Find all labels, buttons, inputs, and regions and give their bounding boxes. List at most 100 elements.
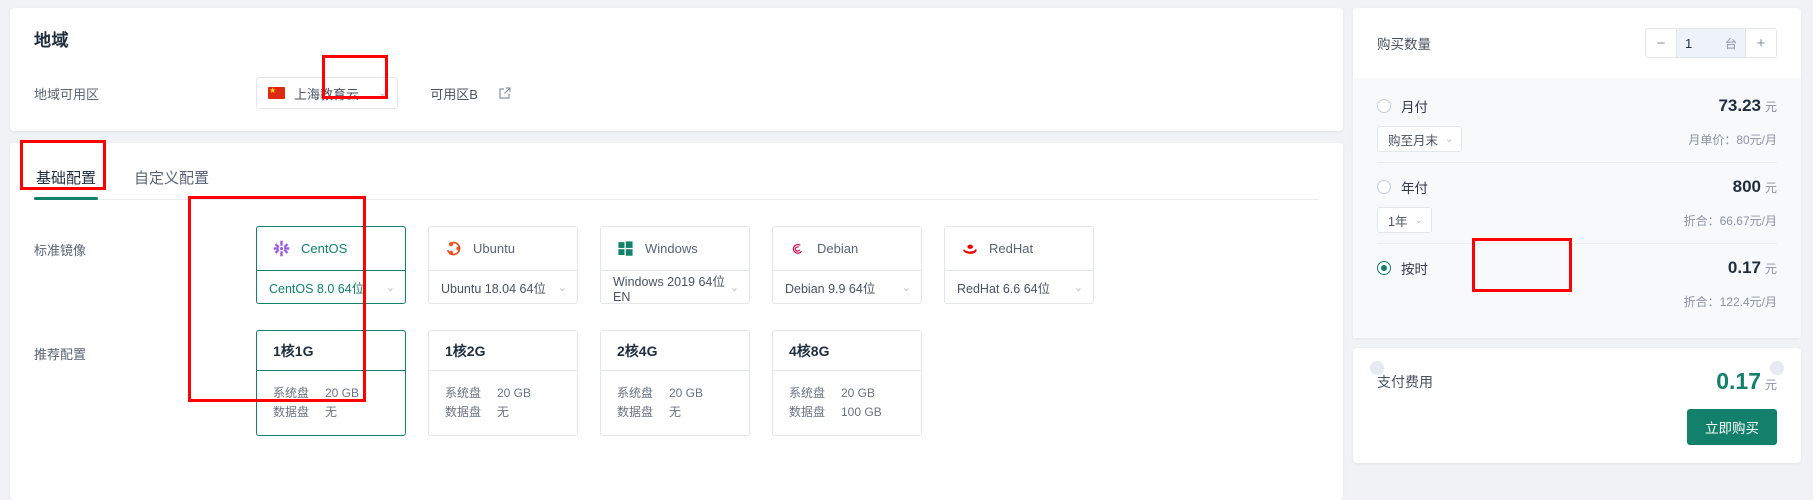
total-currency: 元 (1764, 378, 1777, 392)
data-disk-value: 无 (497, 405, 510, 419)
billing-option-monthly[interactable]: 月付 73.23 元 购至月末 ⌄ 月单价：80元/月 (1377, 82, 1777, 162)
quantity-input[interactable]: 1 台 (1676, 29, 1746, 57)
os-card-redhat-head[interactable]: RedHat (945, 227, 1093, 270)
system-disk-line: 系统盘 20 GB (617, 384, 733, 403)
spec-card-1c1g[interactable]: 1核1G 系统盘 20 GB 数据盘 无 (256, 330, 406, 436)
quantity-block: 购买数量 − 1 台 + (1353, 8, 1801, 78)
data-disk-value: 100 GB (841, 405, 882, 419)
billing-option-yearly-price: 800 元 (1733, 177, 1777, 197)
os-card-ubuntu-name: Ubuntu (473, 241, 515, 256)
quantity-increment-button[interactable]: + (1746, 29, 1776, 57)
total-panel: 支付费用 0.17 元 立即购买 (1353, 348, 1801, 463)
tab-basic-config[interactable]: 基础配置 (34, 161, 99, 200)
os-card-debian[interactable]: Debian Debian 9.9 64位 ⌄ (772, 226, 922, 304)
system-disk-label: 系统盘 (789, 386, 826, 400)
billing-option-hourly-top: 按时 0.17 元 (1377, 258, 1777, 278)
os-version-value-windows: Windows 2019 64位 EN (613, 274, 725, 304)
spec-card-4c8g[interactable]: 4核8G 系统盘 20 GB 数据盘 100 GB (772, 330, 922, 436)
region-select[interactable]: 上海教育云 ⌄ (256, 77, 399, 109)
region-field-label: 地域可用区 (34, 86, 100, 102)
os-version-select-ubuntu[interactable]: Ubuntu 18.04 64位 ⌄ (429, 270, 577, 303)
order-panel: 购买数量 − 1 台 + 月付 (1353, 8, 1801, 338)
billing-option-monthly-bottom: 购至月末 ⌄ 月单价：80元/月 (1377, 126, 1777, 152)
notch-right-icon (1770, 361, 1784, 375)
image-row: 标准镜像 (34, 226, 1319, 304)
os-card-ubuntu[interactable]: Ubuntu Ubuntu 18.04 64位 ⌄ (428, 226, 578, 304)
windows-logo-icon (617, 240, 634, 257)
billing-option-hourly[interactable]: 按时 0.17 元 折合：122.4元/月 (1377, 243, 1777, 324)
yearly-duration-value: 1年 (1388, 214, 1408, 229)
data-disk-label: 数据盘 (273, 405, 310, 419)
spec-card-2c4g[interactable]: 2核4G 系统盘 20 GB 数据盘 无 (600, 330, 750, 436)
quantity-value: 1 (1685, 35, 1693, 51)
chevron-down-icon: ⌄ (901, 281, 911, 294)
os-card-debian-head[interactable]: Debian (773, 227, 921, 270)
data-disk-value: 无 (669, 405, 682, 419)
region-title: 地域 (34, 31, 69, 50)
os-version-select-centos[interactable]: CentOS 8.0 64位 ⌄ (257, 270, 405, 303)
left-column: 地域 地域可用区 上海教育云 ⌄ 可用区B 基础配置 自定 (0, 0, 1353, 500)
zone-selector[interactable]: 可用区B (430, 86, 478, 102)
os-version-select-windows[interactable]: Windows 2019 64位 EN ⌄ (601, 270, 749, 303)
external-link-icon[interactable] (498, 86, 512, 100)
os-card-debian-name: Debian (817, 241, 859, 256)
yearly-duration-select[interactable]: 1年 ⌄ (1377, 207, 1432, 233)
ubuntu-logo-icon (445, 240, 462, 257)
billing-option-monthly-price: 73.23 元 (1718, 96, 1777, 116)
os-version-select-redhat[interactable]: RedHat 6.6 64位 ⌄ (945, 270, 1093, 303)
data-disk-label: 数据盘 (789, 405, 826, 419)
quantity-label: 购买数量 (1377, 37, 1431, 52)
system-disk-line: 系统盘 20 GB (445, 384, 561, 403)
spec-card-4c8g-body: 系统盘 20 GB 数据盘 100 GB (773, 370, 921, 435)
os-card-centos-head[interactable]: CentOS (257, 227, 405, 270)
os-card-ubuntu-head[interactable]: Ubuntu (429, 227, 577, 270)
billing-option-monthly-left: 月付 (1377, 96, 1428, 116)
billing-option-hourly-left: 按时 (1377, 258, 1428, 278)
buy-row: 立即购买 (1377, 409, 1777, 445)
region-card: 地域 地域可用区 上海教育云 ⌄ 可用区B (10, 8, 1343, 131)
data-disk-line: 数据盘 无 (617, 403, 733, 422)
data-disk-label: 数据盘 (445, 405, 482, 419)
billing-option-yearly-left: 年付 (1377, 177, 1428, 197)
region-row: 地域可用区 上海教育云 ⌄ 可用区B (34, 77, 1319, 109)
radio-yearly[interactable] (1377, 180, 1391, 194)
billing-option-yearly-name: 年付 (1401, 181, 1428, 196)
monthly-price-value: 73.23 (1718, 96, 1761, 115)
monthly-duration-select[interactable]: 购至月末 ⌄ (1377, 126, 1463, 152)
os-version-value-centos: CentOS 8.0 64位 (269, 281, 365, 296)
hourly-unit-price-note: 折合：122.4元/月 (1683, 294, 1777, 309)
data-disk-label: 数据盘 (617, 405, 654, 419)
spec-card-1c2g[interactable]: 1核2G 系统盘 20 GB 数据盘 无 (428, 330, 578, 436)
os-card-strip: CentOS CentOS 8.0 64位 ⌄ (256, 226, 1094, 304)
quantity-decrement-button[interactable]: − (1646, 29, 1676, 57)
os-card-windows[interactable]: Windows Windows 2019 64位 EN ⌄ (600, 226, 750, 304)
chevron-down-icon: ⌄ (1414, 214, 1423, 226)
quantity-stepper[interactable]: − 1 台 + (1645, 28, 1777, 58)
centos-logo-icon (273, 240, 290, 257)
os-card-centos[interactable]: CentOS CentOS 8.0 64位 ⌄ (256, 226, 406, 304)
os-version-value-ubuntu: Ubuntu 18.04 64位 (441, 281, 546, 296)
hourly-price-currency: 元 (1764, 262, 1777, 276)
yearly-price-currency: 元 (1764, 181, 1777, 195)
spec-card-1c2g-body: 系统盘 20 GB 数据盘 无 (429, 370, 577, 435)
os-card-centos-name: CentOS (301, 241, 348, 256)
data-disk-line: 数据盘 100 GB (789, 403, 905, 422)
buy-now-button[interactable]: 立即购买 (1687, 409, 1777, 445)
billing-option-yearly[interactable]: 年付 800 元 1年 ⌄ 折合：66.67元/月 (1377, 162, 1777, 243)
spec-card-1c1g-body: 系统盘 20 GB 数据盘 无 (257, 370, 405, 435)
tab-custom-config[interactable]: 自定义配置 (134, 170, 210, 187)
monthly-price-currency: 元 (1764, 100, 1777, 114)
os-card-windows-head[interactable]: Windows (601, 227, 749, 270)
system-disk-value: 20 GB (497, 386, 532, 400)
chevron-down-icon: ⌄ (385, 281, 395, 294)
order-summary-column: 购买数量 − 1 台 + 月付 (1353, 0, 1813, 500)
monthly-unit-price-note: 月单价：80元/月 (1688, 132, 1777, 147)
debian-logo-icon (789, 240, 806, 257)
system-disk-line: 系统盘 20 GB (789, 384, 905, 403)
system-disk-value: 20 GB (669, 386, 704, 400)
radio-hourly[interactable] (1377, 261, 1391, 275)
radio-monthly[interactable] (1377, 99, 1391, 113)
os-version-select-debian[interactable]: Debian 9.9 64位 ⌄ (773, 270, 921, 303)
os-card-redhat[interactable]: RedHat RedHat 6.6 64位 ⌄ (944, 226, 1094, 304)
